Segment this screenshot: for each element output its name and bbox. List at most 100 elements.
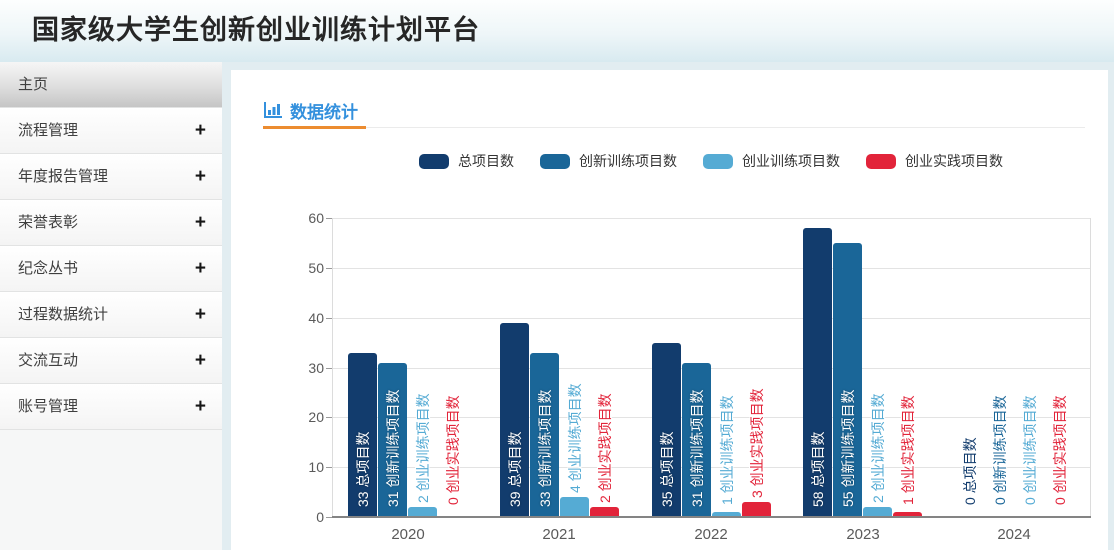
legend-item-2[interactable]: 创新训练项目数 <box>540 151 677 171</box>
sidebar-item-label: 纪念丛书 <box>18 260 79 277</box>
section-title: 数据统计 <box>290 102 358 122</box>
grid-line <box>332 318 1090 319</box>
bar-label: 3 创业实践项目数 <box>748 388 765 498</box>
sidebar-item-2[interactable]: 流程管理 + <box>0 108 222 154</box>
x-tick-label: 2020 <box>391 526 425 543</box>
expand-plus-icon[interactable]: + <box>194 350 206 371</box>
y-axis-tick <box>326 318 332 319</box>
grid-line <box>332 218 1090 219</box>
bar-label: 35 总项目数 <box>658 431 675 507</box>
y-axis-tick <box>326 417 332 418</box>
section-divider-accent <box>263 126 366 129</box>
expand-plus-icon[interactable]: + <box>194 258 206 279</box>
content-card: 数据统计 总项目数 创新训练项目数 创业训练项目数 创业实践项目数 0 10 20 30 40… <box>231 70 1108 550</box>
bar-2021-series1 <box>500 323 529 517</box>
legend-swatch <box>866 153 896 169</box>
expand-plus-icon[interactable]: + <box>194 166 206 187</box>
sidebar-item-6[interactable]: 过程数据统计 + <box>0 292 222 338</box>
bar-label: 2 创业实践项目数 <box>596 393 613 503</box>
sidebar: 主页 流程管理 + 年度报告管理 + 荣誉表彰 + 纪念丛书 + 过程数据统计 + 交流互动 + 账号管理… <box>0 62 222 550</box>
bar-2021-series3 <box>560 497 589 517</box>
x-axis-line <box>332 516 1091 518</box>
bar-label: 0 总项目数 <box>961 437 978 505</box>
y-tick-label: 50 <box>308 260 324 276</box>
section-divider <box>263 127 1085 128</box>
y-axis-tick <box>326 517 332 518</box>
y-tick-label: 10 <box>308 459 324 475</box>
sidebar-item-label: 流程管理 <box>18 122 79 139</box>
grid-line <box>332 268 1090 269</box>
legend-swatch <box>703 153 733 169</box>
expand-plus-icon[interactable]: + <box>194 212 206 233</box>
plot-right-border <box>1090 218 1091 517</box>
bar-2022-series3 <box>712 512 741 517</box>
grid-line <box>332 467 1090 468</box>
sidebar-item-label: 荣誉表彰 <box>18 214 79 231</box>
bar-label: 31 创新训练项目数 <box>688 389 705 507</box>
y-tick-label: 40 <box>308 310 324 326</box>
legend-item-4[interactable]: 创业实践项目数 <box>866 151 1003 171</box>
bar-label: 4 创业训练项目数 <box>566 383 583 493</box>
bar-label: 39 总项目数 <box>506 431 523 507</box>
bar-2023-series4 <box>893 512 922 517</box>
y-tick-label: 60 <box>308 210 324 226</box>
bar-label: 31 创新训练项目数 <box>384 389 401 507</box>
bar-2020-series2 <box>378 363 407 517</box>
bar-2022-series1 <box>652 343 681 517</box>
sidebar-item-label: 过程数据统计 <box>18 306 109 323</box>
bar-label: 0 创业实践项目数 <box>444 395 461 505</box>
legend-item-1[interactable]: 总项目数 <box>419 151 514 171</box>
sidebar-item-label: 账号管理 <box>18 398 79 415</box>
bar-label: 55 创新训练项目数 <box>839 389 856 507</box>
bar-label: 1 创业训练项目数 <box>718 395 735 505</box>
x-tick-label: 2021 <box>542 526 576 543</box>
sidebar-item-4[interactable]: 荣誉表彰 + <box>0 200 222 246</box>
bar-2020-series1 <box>348 353 377 517</box>
grid-line <box>332 417 1090 418</box>
legend-swatch <box>419 153 449 169</box>
bar-label: 0 创业训练项目数 <box>1021 395 1038 505</box>
app-title: 国家级大学生创新创业训练计划平台 <box>32 15 480 45</box>
bar-2021-series4 <box>590 507 619 517</box>
bar-label: 33 总项目数 <box>354 431 371 507</box>
y-tick-label: 30 <box>308 360 324 376</box>
grid-line <box>332 368 1090 369</box>
expand-plus-icon[interactable]: + <box>194 120 206 141</box>
bar-chart: 0 10 20 30 40 50 60 33 总项目数 31 创新训练项目数 2 创业训练项目数 0… <box>231 70 1108 550</box>
y-axis-tick <box>326 368 332 369</box>
bar-label: 58 总项目数 <box>809 431 826 507</box>
sidebar-item-5[interactable]: 纪念丛书 + <box>0 246 222 292</box>
bar-chart-icon <box>263 100 283 120</box>
x-tick-label: 2023 <box>846 526 880 543</box>
y-axis-tick <box>326 218 332 219</box>
legend-label: 创业训练项目数 <box>742 153 840 169</box>
y-axis-tick <box>326 268 332 269</box>
sidebar-item-3[interactable]: 年度报告管理 + <box>0 154 222 200</box>
section-header: 数据统计 <box>263 97 358 123</box>
bar-2023-series1 <box>803 228 832 517</box>
sidebar-item-label: 交流互动 <box>18 352 79 369</box>
sidebar-item-1[interactable]: 主页 <box>0 62 222 108</box>
bar-2021-series2 <box>530 353 559 517</box>
y-tick-label: 20 <box>308 409 324 425</box>
bar-label: 0 创业实践项目数 <box>1051 395 1068 505</box>
bar-label: 1 创业实践项目数 <box>899 395 916 505</box>
legend-label: 创业实践项目数 <box>905 153 1003 169</box>
bar-label: 2 创业训练项目数 <box>869 393 886 503</box>
bar-2022-series4 <box>742 502 771 517</box>
y-tick-label: 0 <box>316 509 324 525</box>
chart-legend: 总项目数 创新训练项目数 创业训练项目数 创业实践项目数 <box>332 150 1090 172</box>
expand-plus-icon[interactable]: + <box>194 304 206 325</box>
bar-2023-series3 <box>863 507 892 517</box>
sidebar-item-7[interactable]: 交流互动 + <box>0 338 222 384</box>
sidebar-item-8[interactable]: 账号管理 + <box>0 384 222 430</box>
sidebar-item-label: 年度报告管理 <box>18 168 109 185</box>
bar-label: 2 创业训练项目数 <box>414 393 431 503</box>
y-axis-line <box>332 218 333 517</box>
legend-label: 创新训练项目数 <box>579 153 677 169</box>
bar-label: 0 创新训练项目数 <box>991 395 1008 505</box>
bar-2023-series2 <box>833 243 862 517</box>
expand-plus-icon[interactable]: + <box>194 396 206 417</box>
legend-item-3[interactable]: 创业训练项目数 <box>703 151 840 171</box>
sidebar-item-label: 主页 <box>18 76 49 93</box>
